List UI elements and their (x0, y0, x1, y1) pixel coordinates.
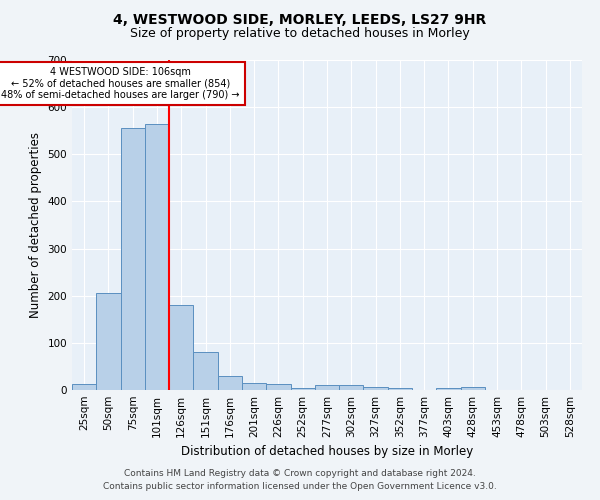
Bar (169, 305, 193, 390)
Bar (290, 388, 315, 390)
Bar (193, 352, 218, 390)
Bar (266, 384, 290, 390)
X-axis label: Distribution of detached houses by size in Morley: Distribution of detached houses by size … (181, 446, 473, 458)
Text: Contains public sector information licensed under the Open Government Licence v3: Contains public sector information licen… (103, 482, 497, 491)
Bar (72, 384, 96, 390)
Bar (218, 376, 242, 390)
Bar (121, 128, 145, 390)
Bar (339, 386, 364, 390)
Bar (242, 383, 266, 390)
Bar (145, 124, 169, 390)
Text: Size of property relative to detached houses in Morley: Size of property relative to detached ho… (130, 28, 470, 40)
Text: Contains HM Land Registry data © Crown copyright and database right 2024.: Contains HM Land Registry data © Crown c… (124, 468, 476, 477)
Bar (461, 386, 485, 390)
Text: 4, WESTWOOD SIDE, MORLEY, LEEDS, LS27 9HR: 4, WESTWOOD SIDE, MORLEY, LEEDS, LS27 9H… (113, 12, 487, 26)
Bar (315, 386, 339, 390)
Text: 4 WESTWOOD SIDE: 106sqm
← 52% of detached houses are smaller (854)
48% of semi-d: 4 WESTWOOD SIDE: 106sqm ← 52% of detache… (1, 67, 240, 100)
Bar (364, 386, 388, 390)
Y-axis label: Number of detached properties: Number of detached properties (29, 132, 42, 318)
Bar (96, 294, 121, 390)
Bar (388, 388, 412, 390)
Bar (436, 388, 461, 390)
